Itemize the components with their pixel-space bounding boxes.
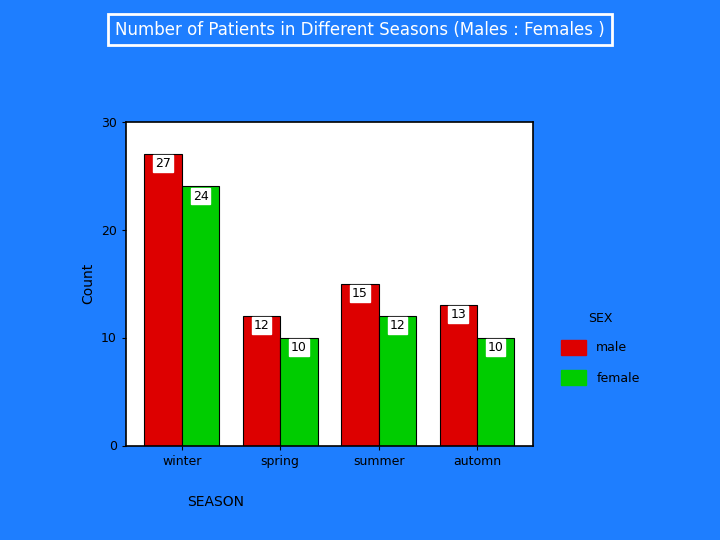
Bar (341, 284, 379, 446)
Text: 15: 15 (352, 287, 368, 300)
Text: 10: 10 (291, 341, 307, 354)
Y-axis label: Count: Count (81, 263, 96, 304)
Bar (280, 338, 318, 446)
Text: 10: 10 (487, 341, 503, 354)
Bar (182, 186, 220, 446)
Text: 12: 12 (253, 319, 269, 332)
Text: 12: 12 (390, 319, 405, 332)
Text: Number of Patients in Different Seasons (Males : Females ): Number of Patients in Different Seasons … (115, 21, 605, 39)
Text: SEASON: SEASON (187, 495, 245, 509)
Text: 13: 13 (451, 308, 466, 321)
Bar (145, 154, 182, 446)
Bar (439, 305, 477, 446)
Bar (243, 316, 280, 446)
Bar (477, 338, 514, 446)
Text: 27: 27 (156, 157, 171, 170)
Bar (379, 316, 416, 446)
Legend: male, female: male, female (552, 301, 649, 395)
Text: 24: 24 (193, 190, 208, 202)
